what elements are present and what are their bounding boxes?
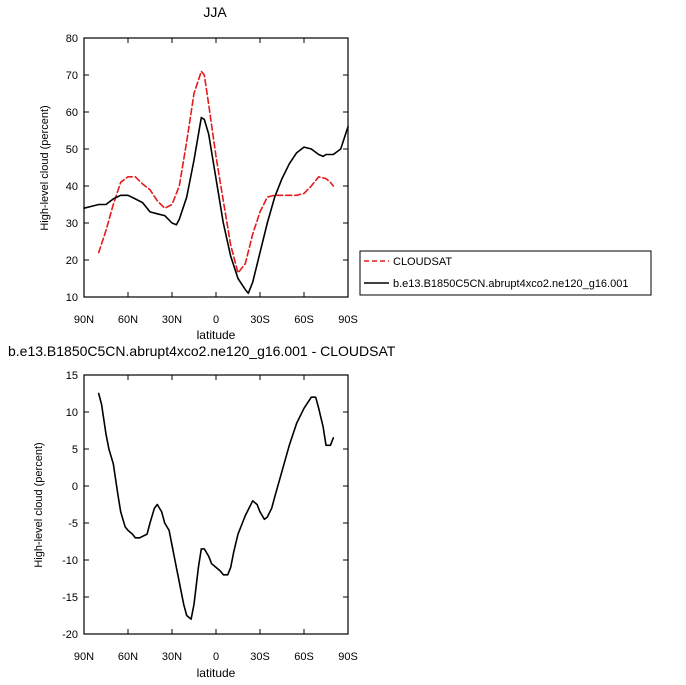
top-x-tick-label: 90S <box>338 314 358 326</box>
top-y-tick-label: 50 <box>66 144 78 156</box>
top-plot-frame <box>83 37 349 298</box>
bottom-panel: b.e13.B1850C5CN.abrupt4xco2.ne120_g16.00… <box>8 343 396 680</box>
bottom-y-tick-label: 5 <box>72 444 78 456</box>
bottom-y-axis: -20 -15 -10 -5 0 5 10 15 <box>62 370 348 641</box>
top-series-line-0 <box>97 70 335 274</box>
top-y-axis-label: High-level cloud (percent) <box>39 105 51 230</box>
bottom-x-tick-label: 0 <box>213 651 219 663</box>
top-series-line-1 <box>83 116 349 295</box>
top-y-tick-label: 10 <box>66 292 78 304</box>
bottom-x-axis: 90N 60N 30N 0 30S 60S 90S <box>74 375 358 663</box>
bottom-x-tick-label: 90S <box>338 651 358 663</box>
bottom-y-tick-label: -20 <box>62 629 78 641</box>
top-x-axis: 90N 60N 30N 0 30S 60S 90S <box>74 38 358 326</box>
bottom-x-tick-label: 90N <box>74 651 94 663</box>
top-x-tick-label: 0 <box>213 314 219 326</box>
top-series-group <box>83 70 349 295</box>
bottom-series-line-0 <box>97 392 335 621</box>
legend-label-model: b.e13.B1850C5CN.abrupt4xco2.ne120_g16.00… <box>393 278 628 290</box>
top-y-tick-label: 60 <box>66 107 78 119</box>
bottom-y-tick-label: -5 <box>68 518 78 530</box>
legend-label-cloudsat: CLOUDSAT <box>393 256 452 268</box>
bottom-series-group <box>97 392 335 621</box>
bottom-x-tick-label: 30S <box>250 651 270 663</box>
legend: CLOUDSAT b.e13.B1850C5CN.abrupt4xco2.ne1… <box>359 250 652 296</box>
top-y-tick-label: 70 <box>66 70 78 82</box>
legend-box <box>359 250 652 296</box>
top-x-tick-label: 30S <box>250 314 270 326</box>
top-y-tick-label: 40 <box>66 181 78 193</box>
top-x-axis-label: latitude <box>197 328 236 342</box>
top-y-axis: 10 20 30 40 50 60 70 80 <box>66 33 348 304</box>
bottom-y-axis-label: High-level cloud (percent) <box>33 442 45 567</box>
top-panel: JJA 10 20 30 40 50 60 70 80 90N 60N 30N 0 30S 60S 90S… <box>39 4 358 342</box>
top-y-tick-label: 80 <box>66 33 78 45</box>
bottom-y-tick-label: -15 <box>62 592 78 604</box>
top-x-tick-label: 30N <box>162 314 182 326</box>
bottom-y-tick-label: 0 <box>72 481 78 493</box>
bottom-x-axis-label: latitude <box>197 666 236 680</box>
bottom-y-tick-label: 15 <box>66 370 78 382</box>
bottom-y-tick-label: 10 <box>66 407 78 419</box>
top-x-tick-label: 60S <box>294 314 314 326</box>
top-x-tick-label: 60N <box>118 314 138 326</box>
bottom-y-tick-label: -10 <box>62 555 78 567</box>
bottom-chart-title: b.e13.B1850C5CN.abrupt4xco2.ne120_g16.00… <box>8 343 396 359</box>
top-y-tick-label: 30 <box>66 218 78 230</box>
bottom-x-tick-label: 30N <box>162 651 182 663</box>
top-chart-title: JJA <box>203 4 227 20</box>
top-x-tick-label: 90N <box>74 314 94 326</box>
bottom-x-tick-label: 60N <box>118 651 138 663</box>
bottom-x-tick-label: 60S <box>294 651 314 663</box>
bottom-plot-frame <box>83 374 349 635</box>
top-y-tick-label: 20 <box>66 255 78 267</box>
